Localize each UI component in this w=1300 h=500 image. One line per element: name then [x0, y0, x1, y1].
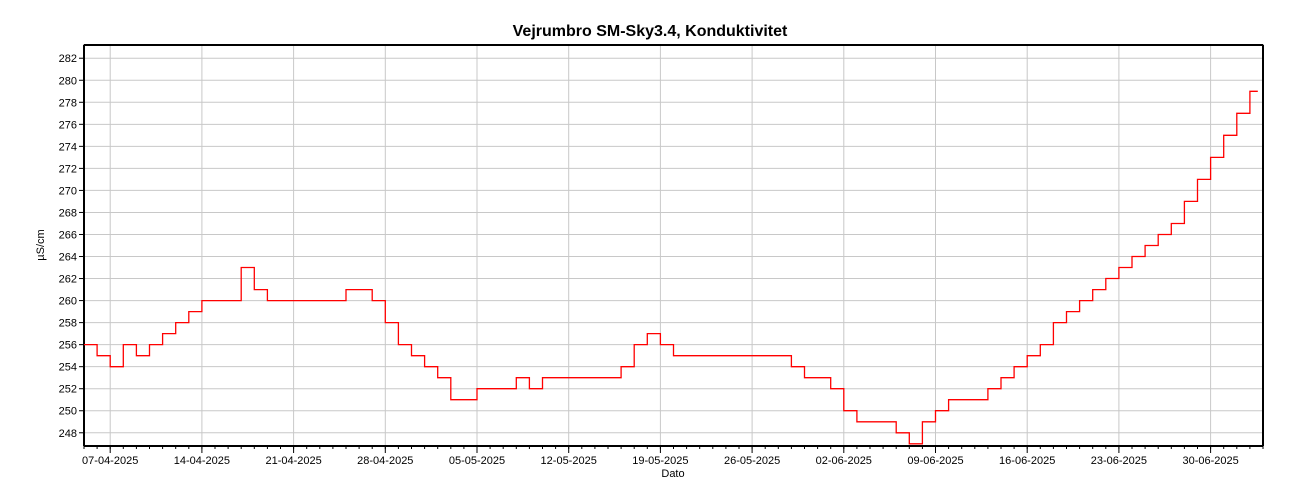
x-tick-label: 05-05-2025 — [449, 455, 505, 467]
plot-area — [83, 44, 1264, 447]
x-tick-label: 23-06-2025 — [1091, 455, 1147, 467]
y-tick-label: 256 — [59, 340, 77, 352]
x-axis-label: Dato — [661, 468, 684, 480]
y-tick-label: 252 — [59, 384, 77, 396]
x-tick-label: 09-06-2025 — [907, 455, 963, 467]
y-tick-label: 260 — [59, 296, 77, 308]
x-tick-label: 26-05-2025 — [724, 455, 780, 467]
y-tick-label: 270 — [59, 185, 77, 197]
grid — [84, 45, 1263, 446]
x-tick-label: 16-06-2025 — [999, 455, 1055, 467]
y-tick-label: 280 — [59, 75, 77, 87]
x-tick-label: 02-06-2025 — [816, 455, 872, 467]
x-tick-label: 14-04-2025 — [174, 455, 230, 467]
y-tick-label: 282 — [59, 53, 77, 65]
x-axis-ticks: 07-04-2025 14-04-2025 21-04-2025 28-04-2025… — [82, 446, 1264, 467]
x-tick-label: 21-04-2025 — [265, 455, 321, 467]
chart-title: Vejrumbro SM-Sky3.4, Konduktivitet — [513, 23, 788, 40]
x-tick-label: 07-04-2025 — [82, 455, 138, 467]
x-tick-label: 19-05-2025 — [632, 455, 688, 467]
x-tick-label: 28-04-2025 — [357, 455, 413, 467]
x-tick-label: 30-06-2025 — [1182, 455, 1238, 467]
y-tick-label: 274 — [59, 141, 77, 153]
y-tick-label: 264 — [59, 252, 77, 264]
x-tick-label: 12-05-2025 — [541, 455, 597, 467]
y-tick-label: 266 — [59, 229, 77, 241]
y-tick-label: 276 — [59, 119, 77, 131]
y-tick-label: 248 — [59, 428, 77, 440]
y-axis-ticks: 248 250 252 254 256 258 260 262 264 266 268 270 272 2… — [59, 53, 84, 440]
y-tick-label: 250 — [59, 406, 77, 418]
y-tick-label: 262 — [59, 274, 77, 286]
y-axis-label: µS/cm — [35, 229, 47, 260]
y-tick-label: 278 — [59, 97, 77, 109]
y-tick-label: 268 — [59, 207, 77, 219]
conductivity-series-line — [84, 90, 1258, 445]
y-tick-label: 272 — [59, 163, 77, 175]
y-tick-label: 254 — [59, 362, 77, 374]
y-tick-label: 258 — [59, 318, 77, 330]
series-layer — [84, 90, 1258, 445]
